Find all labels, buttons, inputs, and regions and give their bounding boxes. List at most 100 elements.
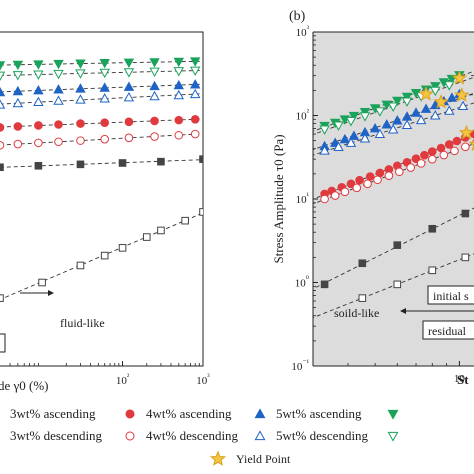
panel-b-point (450, 146, 459, 156)
legend-marker-yield (209, 450, 227, 466)
panel-b-point (319, 125, 330, 135)
panel-a-series-5desc (0, 88, 201, 109)
panel-b-point (358, 259, 367, 268)
panel-b-point (374, 128, 386, 139)
panel-b-point (444, 81, 455, 91)
panel-b-point (374, 107, 386, 117)
legend-label-4asc: 4wt% ascending (146, 406, 232, 421)
panel-a-point (189, 57, 201, 67)
panel-b-annotation-initial: initial s (433, 289, 469, 303)
panel-b-point (345, 137, 357, 147)
panel-b-point (401, 97, 413, 107)
panel-a-point (34, 161, 43, 170)
yield-point (418, 86, 434, 101)
panel-a-point (12, 97, 24, 108)
panel-a-point (0, 61, 6, 71)
panel-b-point (401, 92, 413, 103)
panel-a-point (199, 208, 203, 216)
legend-marker-6asc (387, 409, 399, 420)
panel-a-point (0, 71, 6, 82)
panel-b-point (427, 154, 437, 164)
initial-annotation-box (427, 285, 474, 305)
panel-a-series-5asc (0, 79, 201, 97)
panel-a-xlabel: de γ0 (%) (0, 378, 49, 393)
panel-a-frame (0, 31, 204, 367)
panel-b-point (387, 102, 399, 112)
panel-b-series-5desc (319, 100, 469, 155)
legend-label-yield: Yield Point (236, 452, 291, 466)
panel-a-point (149, 90, 160, 101)
panel-a-point (99, 68, 110, 79)
yield-point (468, 141, 474, 151)
panel-a-point (53, 84, 64, 94)
panel-a-point (33, 60, 44, 70)
panel-b-point (394, 167, 404, 177)
legend-label-3desc: 3wt% descending (10, 428, 103, 443)
panel-b-point (359, 133, 371, 143)
panel-a-xtick-label: 10² (116, 372, 130, 387)
panel-a-point (76, 261, 85, 270)
panel-b-series-3desc (358, 253, 470, 302)
panel-b-point (444, 140, 454, 149)
panel-b-annotation-solid: soild-like (334, 306, 379, 320)
panel-b-point (333, 121, 344, 131)
panel-a-point (53, 59, 64, 70)
panel-b-point (430, 82, 441, 92)
panel-a-point (181, 216, 189, 225)
panel-a-point (100, 134, 109, 144)
panel-b-series-3asc (320, 209, 470, 289)
legend-marker-4desc (125, 431, 135, 441)
panel-b-point (406, 163, 416, 172)
yield-point (451, 70, 468, 85)
panel-a-point (38, 278, 46, 287)
panel-a-point (149, 80, 160, 91)
panel-b-point (330, 191, 340, 200)
panel-a-series-3desc (0, 208, 203, 302)
panel-a-point (100, 118, 109, 127)
panel-b-point (393, 241, 402, 249)
panel-b-ytick-label: 10⁻¹ (291, 358, 309, 373)
panel-b-point (365, 172, 375, 181)
panel-a-point (0, 99, 6, 109)
panel-b-point (363, 179, 372, 189)
panel-b-point (392, 96, 403, 107)
panel-a-series-6asc (0, 57, 201, 71)
panel-a-point (173, 57, 184, 68)
panel-b-point (340, 187, 350, 197)
panel-b-label: (b) (289, 9, 306, 24)
panel-b-ytick-label: 10² (296, 108, 310, 123)
panel-b-point (387, 124, 399, 134)
panel-a-fit-line-6asc (0, 60, 203, 66)
panel-a-inset-box (0, 333, 6, 353)
panel-b-point (420, 103, 432, 113)
panel-b-point (339, 133, 351, 144)
panel-b-point (430, 110, 441, 120)
panel-a-point (76, 160, 85, 169)
panel-a-series-4desc (0, 129, 200, 150)
yield-points (418, 70, 474, 151)
panel-b-point (420, 150, 429, 160)
panel-b-point (352, 183, 362, 193)
panel-b-point (415, 114, 427, 125)
panel-a-xtick-label: 10³ (196, 372, 210, 387)
panel-a-arrow-head (48, 290, 54, 296)
panel-a-point (173, 89, 184, 100)
panel-a-point (53, 69, 64, 80)
panel-a-point (149, 67, 160, 78)
panel-a-point (123, 81, 135, 91)
panel-b-point (320, 194, 329, 204)
panel-a-point (142, 233, 151, 241)
panel-a-point (100, 251, 109, 260)
panel-b-point (401, 119, 413, 129)
panel-b-ytick-label: 10⁰ (295, 275, 309, 290)
panel-b-point (319, 145, 330, 155)
legend-label-4desc: 4wt% descending (146, 428, 239, 443)
panel-a-point (33, 84, 44, 95)
panel-a-point (75, 94, 86, 104)
panel-a-fit-line-4asc (0, 118, 203, 128)
panel-a-point (189, 88, 201, 99)
panel-a-point (99, 59, 110, 69)
panel-a-point (0, 163, 4, 172)
panel-a-point (75, 83, 86, 93)
